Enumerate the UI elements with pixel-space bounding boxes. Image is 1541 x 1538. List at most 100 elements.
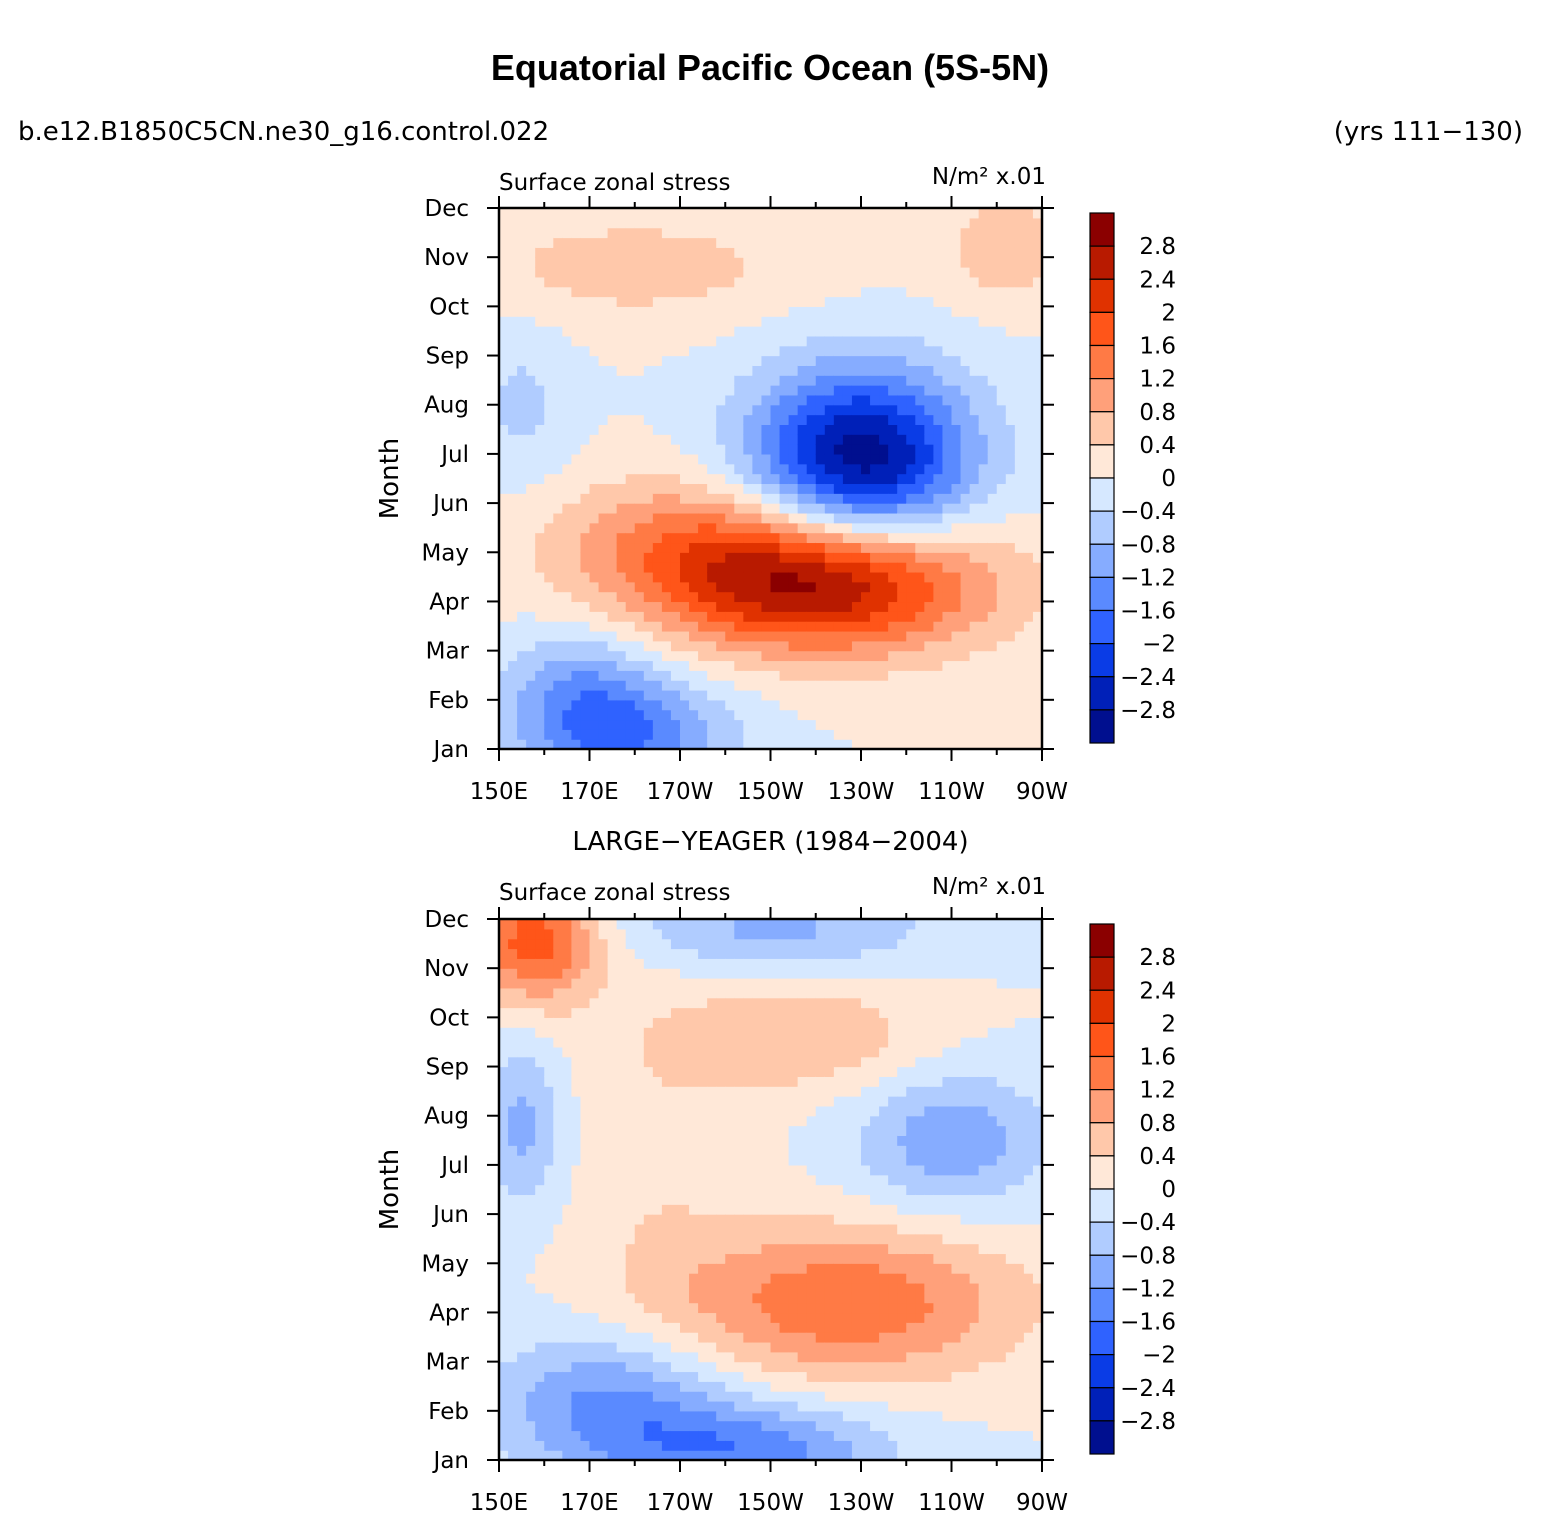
field-cell (499, 591, 509, 603)
field-cell (978, 689, 989, 701)
field-cell (815, 542, 826, 553)
field-cell (1023, 247, 1034, 258)
field-cell (589, 968, 600, 979)
field-cell (969, 355, 980, 366)
field-cell (526, 640, 536, 652)
field-cell (897, 552, 907, 563)
field-cell (652, 601, 663, 612)
field-cell (933, 729, 944, 740)
field-cell (508, 719, 518, 730)
field-cell (743, 1233, 753, 1245)
field-cell (716, 217, 726, 229)
field-cell (743, 385, 753, 396)
field-cell (661, 1046, 672, 1058)
field-cell (861, 739, 871, 749)
field-cell (553, 601, 563, 612)
field-cell (888, 375, 898, 386)
field-cell (517, 1115, 527, 1127)
field-cell (734, 1440, 744, 1451)
field-cell (761, 316, 772, 327)
field-cell (526, 463, 536, 475)
field-cell (752, 601, 763, 612)
field-cell (698, 1204, 708, 1215)
field-cell (652, 365, 663, 376)
field-cell (960, 522, 971, 534)
field-cell (851, 306, 862, 317)
field-cell (553, 463, 563, 475)
field-cell (544, 1292, 554, 1304)
field-cell (824, 719, 835, 730)
field-cell (625, 394, 636, 406)
field-cell (833, 739, 844, 749)
field-cell (833, 306, 844, 317)
field-cell (526, 1096, 536, 1107)
field-cell (562, 385, 572, 396)
field-cell (942, 591, 953, 603)
field-cell (634, 650, 645, 662)
field-cell (544, 938, 554, 950)
field-cell (888, 709, 898, 721)
field-cell (824, 237, 835, 248)
field-cell (978, 640, 989, 652)
field-cell (734, 1164, 744, 1176)
field-cell (661, 227, 672, 239)
field-cell (607, 1233, 618, 1245)
field-cell (743, 1282, 753, 1294)
field-cell (1014, 453, 1025, 465)
field-cell (888, 463, 898, 475)
field-cell (870, 483, 880, 494)
field-cell (580, 1017, 591, 1028)
field-cell (598, 689, 609, 701)
field-cell (879, 345, 889, 357)
field-cell (906, 217, 916, 229)
field-cell (553, 1391, 563, 1402)
field-cell (879, 640, 889, 652)
field-cell (788, 404, 799, 416)
field-cell (707, 1046, 717, 1058)
field-cell (535, 660, 545, 671)
field-cell (698, 444, 708, 455)
field-cell (643, 680, 654, 691)
field-cell (634, 1351, 645, 1363)
field-cell (779, 404, 790, 416)
field-cell (770, 237, 781, 248)
field-cell (924, 434, 934, 445)
field-cell (707, 919, 717, 930)
field-cell (734, 1420, 744, 1432)
field-cell (670, 1066, 681, 1077)
field-cell (707, 630, 717, 642)
field-cell (707, 237, 717, 248)
field-cell (589, 1204, 600, 1215)
field-cell (680, 1430, 690, 1441)
field-cell (652, 208, 663, 219)
field-cell (517, 1076, 527, 1087)
field-cell (779, 483, 790, 494)
field-cell (517, 709, 527, 721)
field-cell (743, 444, 753, 455)
field-cell (743, 257, 753, 268)
field-cell (942, 227, 953, 239)
field-cell (897, 512, 907, 524)
field-cell (589, 1145, 600, 1156)
field-cell (716, 1027, 726, 1038)
field-cell (996, 296, 1007, 307)
field-cell (770, 444, 781, 455)
field-cell (544, 237, 554, 248)
field-cell (752, 1066, 763, 1077)
y-tick-label: Nov (424, 245, 469, 271)
field-cell (598, 1351, 609, 1363)
field-cell (1032, 483, 1042, 494)
field-cell (824, 326, 835, 337)
field-cell (743, 948, 753, 959)
field-cell (526, 1223, 536, 1235)
field-cell (734, 552, 744, 563)
field-cell (526, 1155, 536, 1166)
field-cell (879, 208, 889, 219)
field-cell (508, 670, 518, 681)
field-cell (897, 532, 907, 544)
field-cell (743, 1214, 753, 1225)
field-cell (625, 326, 636, 337)
field-cell (589, 424, 600, 435)
field-cell (571, 1076, 582, 1087)
field-cell (879, 689, 889, 701)
